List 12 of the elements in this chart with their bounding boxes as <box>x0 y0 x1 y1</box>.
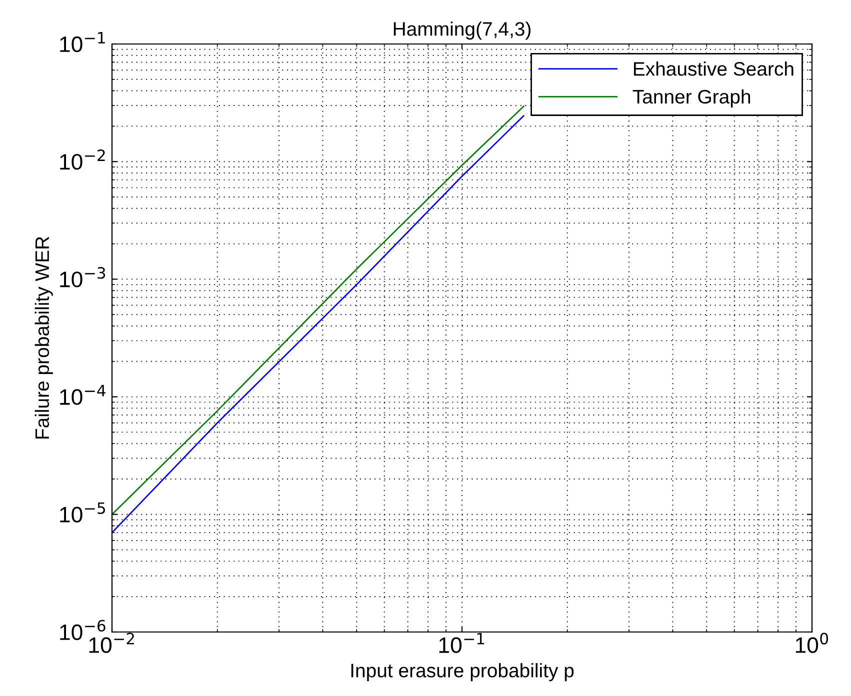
x-tick-label: 10$^{−1}$ <box>439 632 484 654</box>
chart-title: Hamming(7,4,3) <box>394 22 530 40</box>
y-tick-label: 10$^{−4}$ <box>60 384 106 405</box>
y-axis-title: Failure probability WER <box>34 236 53 439</box>
x-tick-label: 10$^{0}$ <box>796 632 828 654</box>
x-axis-title: Input erasure probability p <box>351 663 574 682</box>
y-tick-label: 10$^{−3}$ <box>60 267 106 288</box>
y-tick-label: 10$^{−5}$ <box>60 502 105 523</box>
y-tick-label: 10$^{−1}$ <box>60 32 105 52</box>
y-tick-label: 10$^{−2}$ <box>60 149 105 170</box>
legend-label: Exhaustive Search <box>634 62 794 76</box>
legend-label: Tanner Graph <box>632 89 750 108</box>
